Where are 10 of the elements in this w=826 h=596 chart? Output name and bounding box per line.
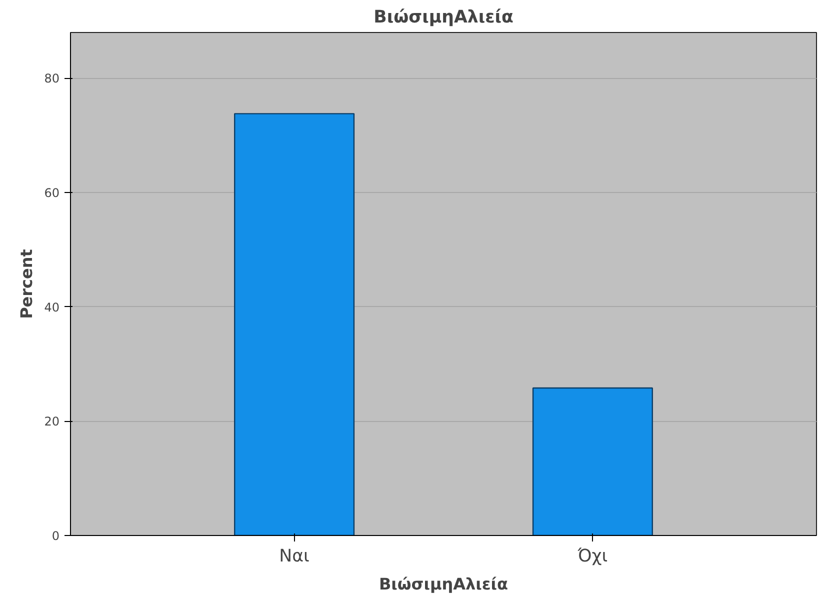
x-axis-title: ΒιώσιμηΑλιεία: [378, 574, 508, 594]
y-tick-label: 20: [44, 414, 60, 429]
x-tick-label: Όχι: [576, 546, 608, 566]
y-tick-label: 40: [44, 300, 60, 314]
chart-title: ΒιώσιμηΑλιεία: [374, 8, 514, 28]
y-tick-label: 60: [44, 186, 60, 200]
y-tick-label: 80: [44, 72, 60, 86]
y-tick-label: 0: [52, 529, 60, 543]
y-axis-title: Percent: [17, 248, 36, 319]
x-tick-label: Ναι: [279, 546, 310, 566]
